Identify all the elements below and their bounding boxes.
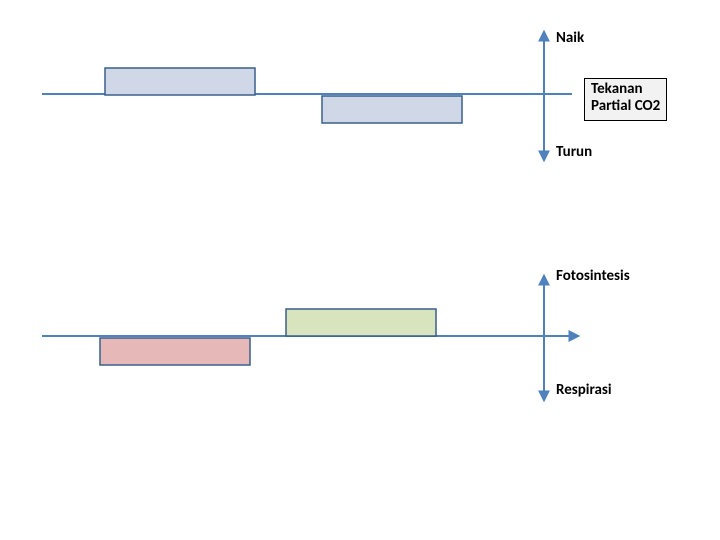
d2-label-up: Fotosintesis — [556, 268, 630, 285]
d1-label-side-line2: Partial CO2 — [591, 97, 660, 115]
d1-box-down — [322, 96, 462, 123]
d2-box-up — [286, 309, 436, 336]
d1-box-up — [105, 68, 255, 95]
d1-label-up: Naik — [556, 30, 584, 47]
d2-label-down: Respirasi — [556, 382, 612, 399]
d1-label-side: Tekanan Partial CO2 — [584, 78, 667, 121]
d2-box-down — [100, 338, 250, 365]
d1-label-down: Turun — [556, 144, 592, 161]
d1-label-side-line1: Tekanan — [591, 80, 643, 98]
